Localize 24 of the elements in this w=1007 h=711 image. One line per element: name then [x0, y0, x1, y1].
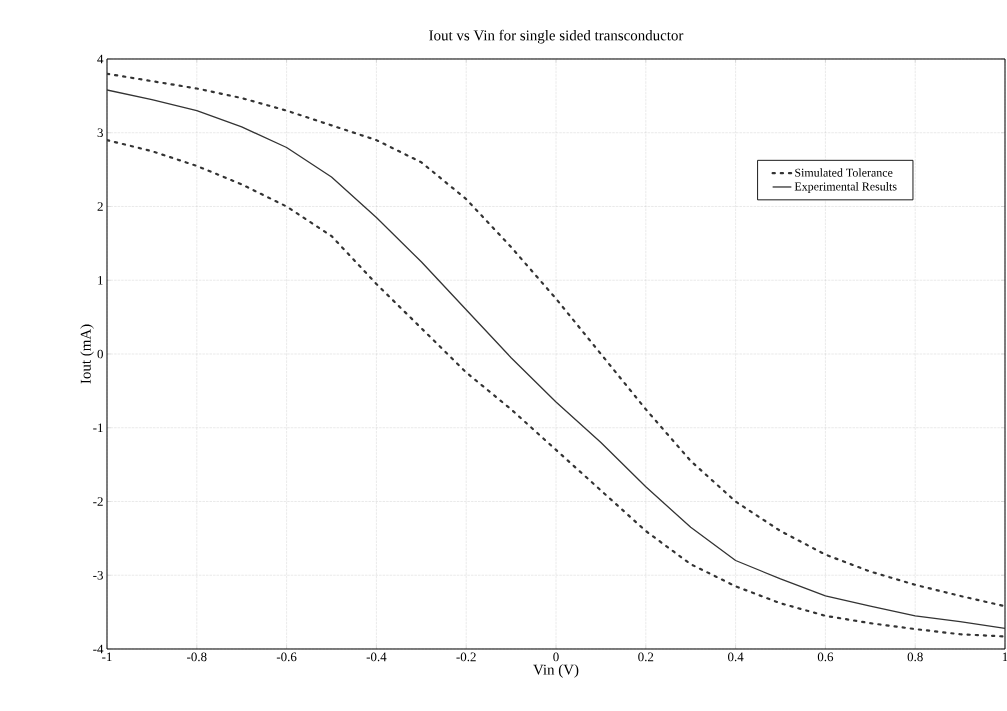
- y-tick-label: -1: [93, 423, 103, 433]
- y-tick-label: 1: [98, 275, 103, 285]
- y-tick-label: 2: [97, 202, 103, 211]
- y-tick-label: -3: [93, 570, 103, 580]
- legend-label: Simulated Tolerance: [795, 168, 893, 177]
- y-tick-label: 3: [97, 128, 103, 138]
- x-tick-label: -0.4: [366, 652, 387, 662]
- y-tick-label: -2: [93, 497, 103, 506]
- x-tick-label: 0.4: [728, 652, 744, 662]
- y-axis-title: Iout (mA): [80, 324, 94, 384]
- x-tick-label: -0.8: [187, 652, 207, 662]
- chart-title: Iout vs Vin for single sided transconductor: [429, 29, 684, 44]
- x-tick-label: -0.6: [276, 652, 297, 662]
- x-axis-title: Vin (V): [533, 664, 579, 678]
- y-tick-label: 4: [97, 54, 104, 64]
- legend-label: Experimental Results: [794, 182, 897, 193]
- y-tick-label: -4: [93, 644, 104, 654]
- x-tick-label: 0.8: [907, 652, 923, 662]
- x-tick-label: 0: [553, 652, 559, 662]
- x-tick-label: 1: [1002, 652, 1007, 662]
- y-tick-label: 0: [97, 349, 103, 359]
- x-tick-label: 0.2: [638, 652, 654, 662]
- x-tick-label: -0.2: [456, 652, 476, 662]
- x-tick-label: 0.6: [817, 652, 834, 662]
